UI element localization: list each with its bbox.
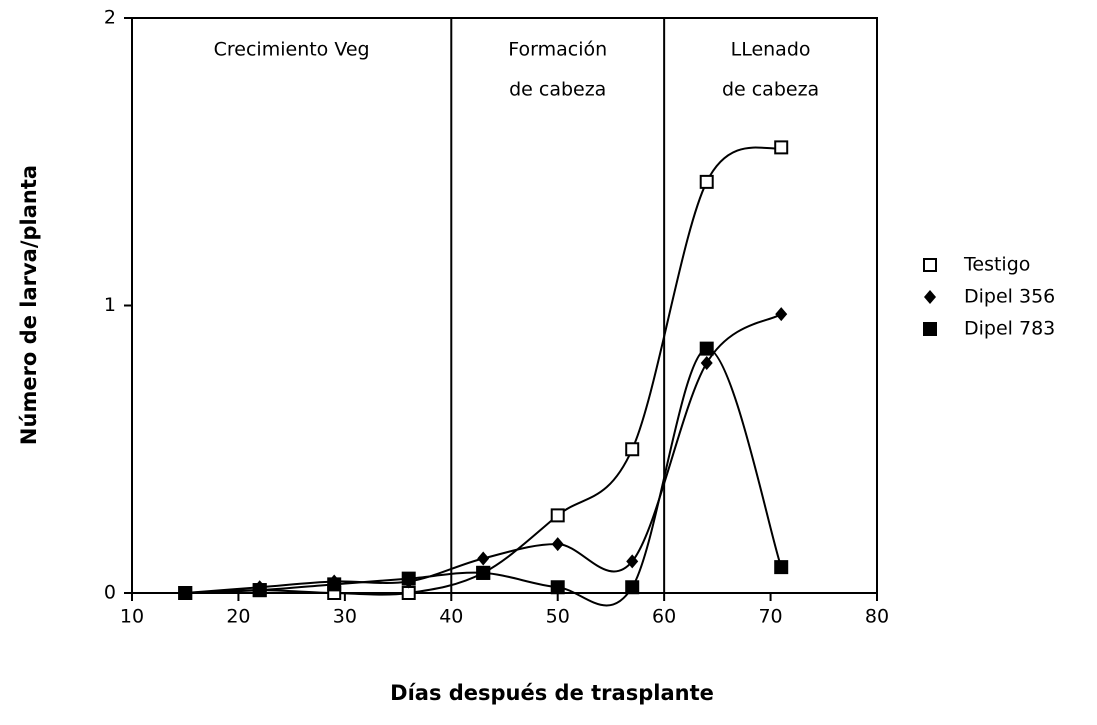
marker	[252, 583, 267, 598]
y-axis-label: Número de larva/planta	[17, 165, 41, 445]
marker	[625, 580, 640, 595]
marker	[551, 537, 564, 552]
marker	[774, 560, 789, 575]
y-tick-label: 2	[104, 7, 116, 29]
x-tick-label: 40	[439, 606, 463, 628]
marker	[625, 442, 640, 457]
x-tick-label: 70	[758, 606, 782, 628]
marker	[178, 586, 193, 600]
marker	[923, 258, 937, 272]
phase-label: de cabeza	[722, 79, 819, 101]
x-tick-label: 80	[865, 606, 889, 628]
x-tick-label: 30	[333, 606, 357, 628]
marker	[699, 174, 714, 189]
x-tick-label: 10	[120, 606, 144, 628]
marker	[626, 554, 639, 569]
marker	[550, 580, 565, 595]
marker	[775, 307, 788, 322]
marker	[700, 356, 713, 370]
series-line	[185, 146, 782, 596]
marker	[774, 140, 789, 155]
legend-label: Testigo	[963, 254, 1030, 276]
x-axis-label: Días después de trasplante	[390, 681, 714, 705]
marker	[923, 322, 937, 336]
marker	[401, 571, 416, 586]
marker	[476, 565, 491, 580]
legend-label: Dipel 783	[964, 318, 1055, 340]
marker	[550, 508, 565, 523]
x-tick-label: 20	[226, 606, 250, 628]
marker	[401, 586, 416, 600]
y-tick-label: 0	[104, 582, 116, 604]
phase-label: Formación	[508, 39, 607, 61]
series-line	[185, 313, 782, 594]
x-tick-label: 60	[652, 606, 676, 628]
y-tick-label: 1	[104, 294, 116, 316]
legend-label: Dipel 356	[964, 286, 1055, 308]
phase-label: de cabeza	[509, 79, 606, 101]
phase-label: Crecimiento Veg	[214, 39, 370, 61]
marker	[924, 290, 936, 304]
x-tick-label: 50	[546, 606, 570, 628]
marker	[699, 341, 714, 356]
marker	[477, 551, 490, 566]
marker	[327, 577, 342, 592]
phase-label: LLenado	[731, 39, 811, 61]
